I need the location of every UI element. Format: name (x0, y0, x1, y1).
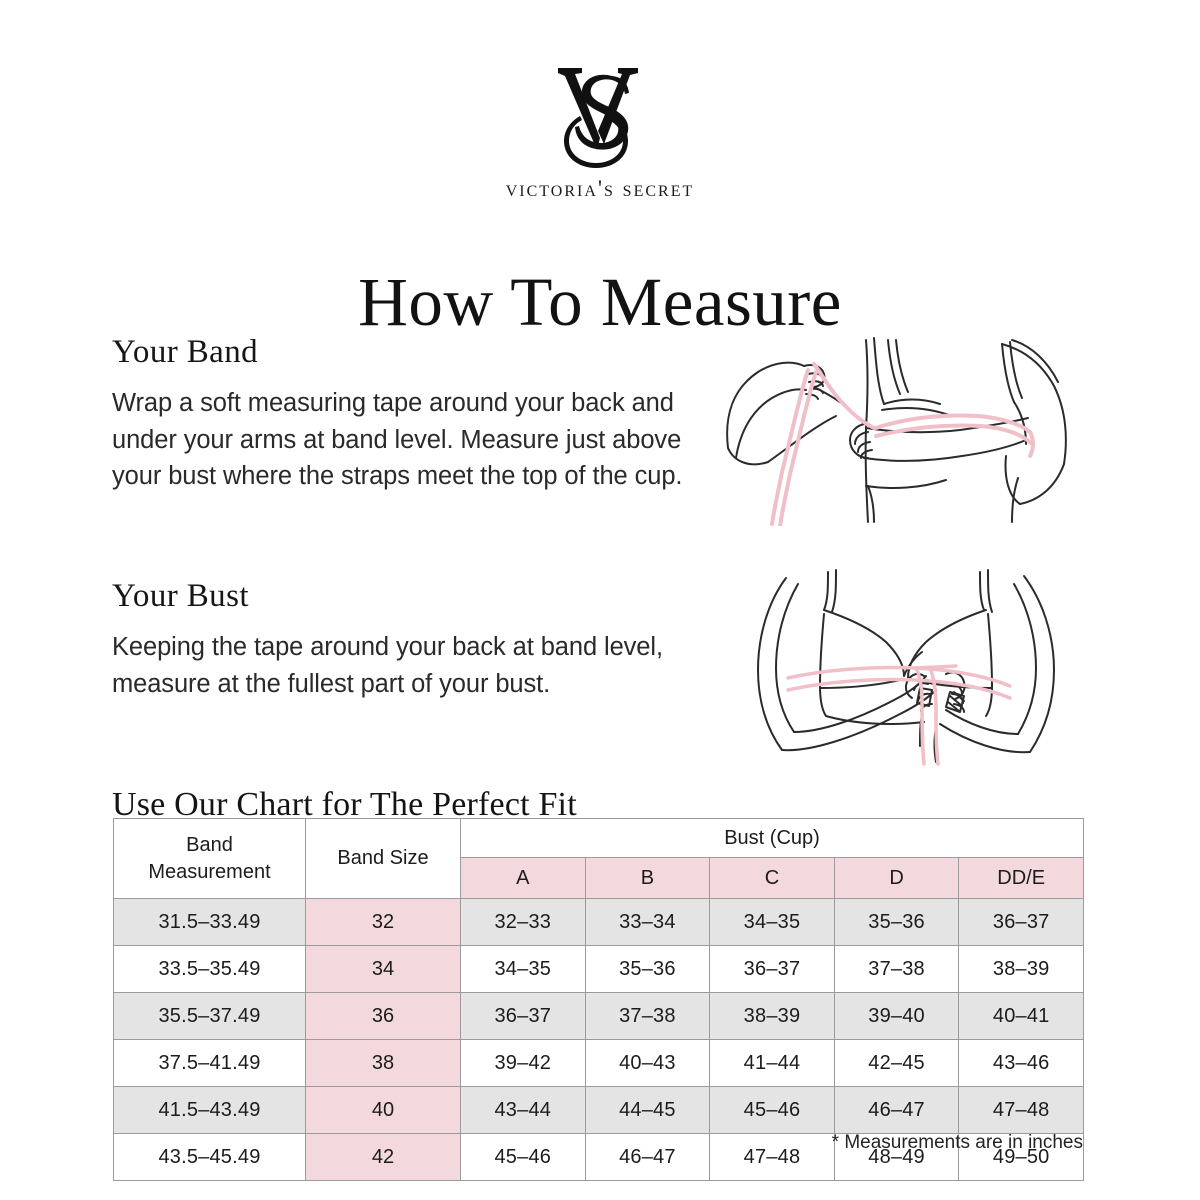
cell-band-measurement: 31.5–33.49 (113, 898, 306, 946)
section-body-bust: Keeping the tape around your back at ban… (112, 633, 663, 698)
cell-band-measurement: 41.5–43.49 (113, 1086, 306, 1134)
cell-band-size: 36 (305, 992, 461, 1040)
table-row: 37.5–41.49 38 39–42 40–43 41–44 42–45 43… (113, 1039, 1084, 1087)
table-row: 33.5–35.49 34 34–35 35–36 36–37 37–38 38… (113, 945, 1084, 993)
brand-block: Victoria's Secret (0, 58, 1200, 202)
cell-band-measurement: 43.5–45.49 (113, 1133, 306, 1181)
cell-band-size: 32 (305, 898, 461, 946)
cell-cup-d: 48–49 (833, 1133, 960, 1181)
cell-cup-c: 36–37 (709, 945, 835, 993)
page-title: How To Measure (358, 264, 842, 341)
bust-measuring-illustration (724, 566, 1096, 766)
section-heading-bust: Your Bust (112, 578, 249, 614)
header-cup-d: D (833, 857, 960, 899)
table-row: 31.5–33.49 32 32–33 33–34 34–35 35–36 36… (113, 898, 1084, 946)
cell-band-size: 42 (305, 1133, 461, 1181)
table-header-row-2: A B C D DD/E (114, 857, 1084, 899)
header-cup-a: A (460, 857, 586, 899)
cell-cup-d: 39–40 (833, 992, 960, 1040)
cell-cup-a: 45–46 (460, 1133, 586, 1181)
cell-band-size: 40 (305, 1086, 461, 1134)
table-row: 35.5–37.49 36 36–37 37–38 38–39 39–40 40… (113, 992, 1084, 1040)
section-your-band: Your Band Wrap a soft measuring tape aro… (112, 334, 687, 495)
cell-cup-b: 33–34 (584, 898, 711, 946)
cell-band-size: 38 (305, 1039, 461, 1087)
cell-cup-b: 40–43 (584, 1039, 711, 1087)
header-band-measurement-line1: Band (186, 834, 233, 857)
header-band-size: Band Size (305, 818, 461, 899)
section-heading-band: Your Band (112, 334, 259, 370)
chart-heading: Use Our Chart for The Perfect Fit (112, 786, 577, 824)
header-cup-dde: DD/E (958, 857, 1084, 899)
cell-cup-dde: 43–46 (958, 1039, 1084, 1087)
cell-cup-a: 43–44 (460, 1086, 586, 1134)
size-chart-table-wrapper: Band Measurement Band Size Bust (Cup) A … (113, 818, 1084, 1181)
header-band-measurement-line2: Measurement (148, 860, 271, 883)
table-row: 43.5–45.49 42 45–46 46–47 47–48 48–49 49… (113, 1133, 1084, 1181)
cell-band-measurement: 37.5–41.49 (113, 1039, 306, 1087)
cell-cup-b: 44–45 (584, 1086, 711, 1134)
cell-cup-d: 42–45 (833, 1039, 960, 1087)
cell-cup-c: 41–44 (709, 1039, 835, 1087)
table-header-row-1: Band Measurement Band Size Bust (Cup) (113, 818, 1084, 899)
cell-cup-a: 39–42 (460, 1039, 586, 1087)
cell-cup-c: 45–46 (709, 1086, 835, 1134)
cell-band-size: 34 (305, 945, 461, 993)
cell-cup-dde: 40–41 (958, 992, 1084, 1040)
cell-cup-a: 32–33 (460, 898, 586, 946)
section-your-bust: Your Bust Keeping the tape around your b… (112, 578, 687, 702)
cell-band-measurement: 33.5–35.49 (113, 945, 306, 993)
table-row: 41.5–43.49 40 43–44 44–45 45–46 46–47 47… (113, 1086, 1084, 1134)
cell-cup-c: 34–35 (709, 898, 835, 946)
section-body-band: Wrap a soft measuring tape around your b… (112, 389, 683, 491)
cell-band-measurement: 35.5–37.49 (113, 992, 306, 1040)
cell-cup-b: 35–36 (584, 945, 711, 993)
cell-cup-b: 46–47 (584, 1133, 711, 1181)
cell-cup-a: 34–35 (460, 945, 586, 993)
header-band-measurement: Band Measurement (113, 818, 306, 899)
size-chart-table: Band Measurement Band Size Bust (Cup) A … (113, 818, 1084, 1181)
cell-cup-c: 38–39 (709, 992, 835, 1040)
table-footnote: * Measurements are in inches (831, 1132, 1083, 1153)
cell-cup-dde: 47–48 (958, 1086, 1084, 1134)
cell-cup-dde: 38–39 (958, 945, 1084, 993)
band-measuring-illustration (716, 336, 1106, 526)
header-bust-cup-group: Bust (Cup) (460, 818, 1084, 858)
cell-cup-dde: 49–50 (958, 1133, 1084, 1181)
vs-monogram-icon (558, 68, 638, 168)
brand-wordmark: Victoria's Secret (505, 176, 695, 201)
cell-cup-d: 46–47 (833, 1086, 960, 1134)
cell-cup-b: 37–38 (584, 992, 711, 1040)
cell-cup-a: 36–37 (460, 992, 586, 1040)
cell-cup-d: 35–36 (833, 898, 960, 946)
cell-cup-d: 37–38 (833, 945, 960, 993)
header-cup-c: C (709, 857, 835, 899)
header-cup-b: B (584, 857, 711, 899)
cell-cup-c: 47–48 (709, 1133, 835, 1181)
cell-cup-dde: 36–37 (958, 898, 1084, 946)
